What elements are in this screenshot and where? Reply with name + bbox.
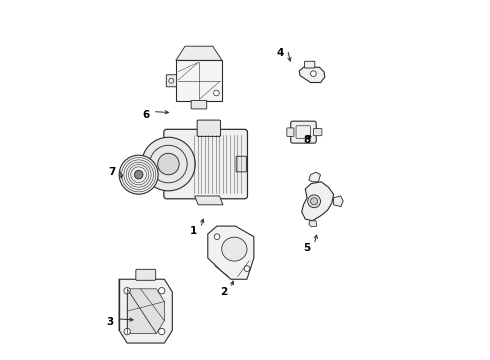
Polygon shape [195,196,223,205]
Polygon shape [127,289,164,333]
Circle shape [158,153,179,175]
Polygon shape [334,196,343,207]
FancyBboxPatch shape [136,269,156,280]
FancyBboxPatch shape [191,100,207,109]
Circle shape [214,234,220,239]
Text: 2: 2 [220,287,227,297]
FancyBboxPatch shape [197,120,220,136]
Circle shape [124,288,130,294]
Text: 8: 8 [303,135,311,145]
Text: 4: 4 [277,48,284,58]
FancyBboxPatch shape [164,129,247,199]
Circle shape [308,195,320,208]
Polygon shape [302,182,334,221]
Circle shape [119,155,158,194]
FancyBboxPatch shape [305,61,315,68]
FancyBboxPatch shape [287,128,294,136]
FancyBboxPatch shape [176,60,222,101]
Circle shape [311,198,318,205]
FancyBboxPatch shape [291,121,316,143]
Polygon shape [176,46,222,60]
FancyBboxPatch shape [166,75,176,87]
Polygon shape [119,279,172,343]
Polygon shape [309,172,320,182]
Circle shape [159,328,165,335]
Circle shape [142,137,195,191]
Ellipse shape [221,237,247,261]
Circle shape [124,328,130,335]
Text: 1: 1 [190,226,197,237]
Text: 3: 3 [107,318,114,328]
Polygon shape [208,226,254,279]
Circle shape [159,288,165,294]
FancyBboxPatch shape [314,129,322,136]
Circle shape [244,266,250,271]
Polygon shape [309,221,317,227]
Text: 6: 6 [142,110,149,120]
Polygon shape [299,67,325,82]
Circle shape [311,71,316,77]
Text: 7: 7 [108,167,116,177]
FancyBboxPatch shape [236,156,246,172]
Text: 5: 5 [303,243,311,253]
Circle shape [134,170,143,179]
